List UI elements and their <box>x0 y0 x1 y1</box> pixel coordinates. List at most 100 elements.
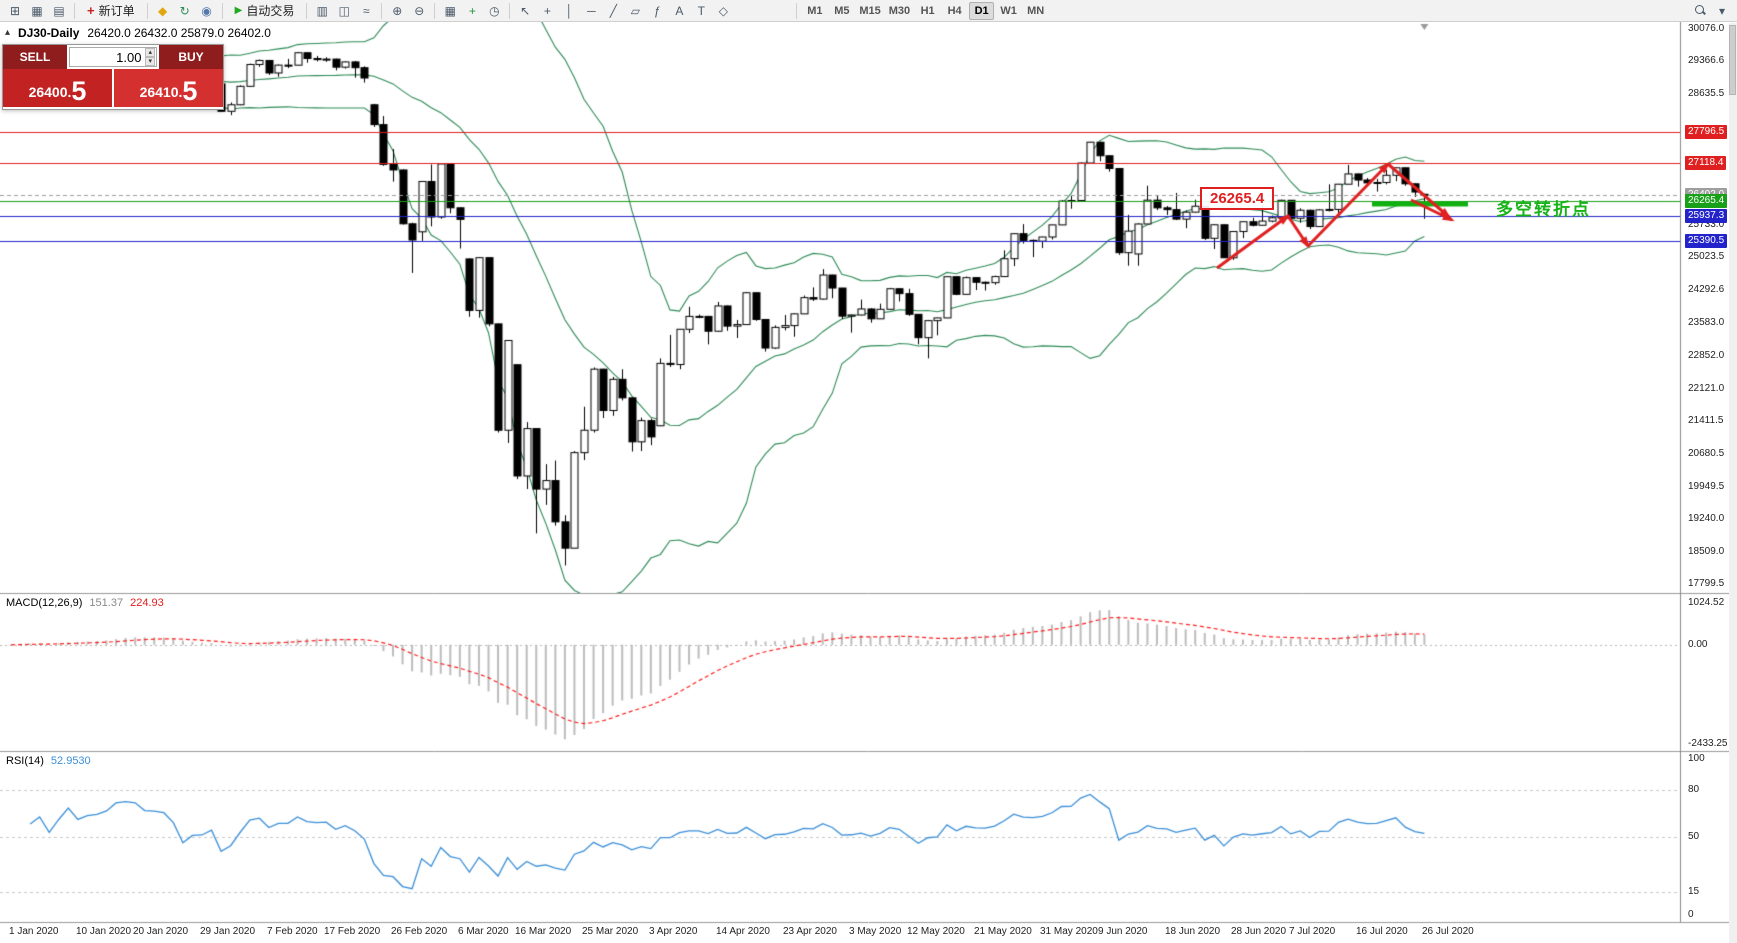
price-axis-label: 28635.5 <box>1688 88 1725 99</box>
timeframe-m5[interactable]: M5 <box>834 4 850 17</box>
pivot-line-tag[interactable]: 26265.4 <box>1685 194 1728 208</box>
indicators-icon[interactable]: + <box>468 3 476 18</box>
fibonacci-icon[interactable]: ƒ <box>653 3 661 18</box>
support-line-tag[interactable]: 25390.5 <box>1685 234 1728 248</box>
ohlc-values: 26420.0 26432.0 25879.0 26402.0 <box>87 26 271 40</box>
new-order-label: 新订单 <box>98 4 135 18</box>
price-axis-label: 24292.6 <box>1688 284 1725 295</box>
rsi-name: RSI(14) <box>6 755 44 767</box>
auto-trading-button[interactable]: ▶ 自动交易 <box>228 2 302 20</box>
toolbar-separator <box>434 2 436 19</box>
volume-value: 1.00 <box>116 49 142 65</box>
sell-price[interactable]: 26400. 5 <box>3 69 112 107</box>
date-label: 16 Jul 2020 <box>1356 926 1408 937</box>
timeframe-m15[interactable]: M15 <box>859 4 881 17</box>
macd-axis-label: 1024.52 <box>1688 597 1725 608</box>
macd-signal-value: 224.93 <box>130 597 164 609</box>
scrollbar-thumb[interactable] <box>1729 25 1736 95</box>
volume-up-icon[interactable]: ▴ <box>145 48 155 57</box>
trendline-icon[interactable]: ╱ <box>609 3 617 18</box>
toolbar-separator <box>221 2 223 19</box>
horizontal-line-icon[interactable]: ─ <box>587 3 596 18</box>
new-chart-icon[interactable]: ⊞ <box>9 3 21 18</box>
symbol-title: DJ30-Daily <box>18 26 80 40</box>
toolbar-separator <box>509 2 511 19</box>
date-label: 18 Jun 2020 <box>1165 926 1221 937</box>
resistance-line-tag[interactable]: 27118.4 <box>1685 156 1727 170</box>
support-line-tag[interactable]: 25937.3 <box>1685 209 1728 223</box>
crosshair-icon[interactable]: + <box>543 3 551 18</box>
play-icon: ▶ <box>234 5 243 16</box>
refresh-icon[interactable]: ↻ <box>179 3 190 18</box>
date-label: 7 Feb 2020 <box>267 926 318 937</box>
time-axis: 1 Jan 2020 10 Jan 2020 20 Jan 2020 29 Jan 2… <box>0 926 1684 942</box>
sell-button[interactable]: SELL <box>3 45 67 69</box>
volume-stepper[interactable]: ▴ ▾ <box>145 48 155 66</box>
mql5-community-icon[interactable]: ◆ <box>157 3 168 18</box>
alerts-icon[interactable]: ◉ <box>201 3 212 18</box>
timeframe-d1[interactable]: D1 <box>969 1 995 20</box>
cursor-icon[interactable]: ↖ <box>520 3 531 18</box>
date-label: 9 Jun 2020 <box>1098 926 1148 937</box>
timeframe-h1[interactable]: H1 <box>920 4 935 17</box>
tile-windows-icon[interactable]: ▦ <box>444 3 456 18</box>
search-icon[interactable] <box>1690 2 1710 20</box>
toolbox-icon[interactable]: ▾ <box>1718 3 1726 18</box>
buy-price[interactable]: 26410. 5 <box>114 69 223 107</box>
timeframe-h4[interactable]: H4 <box>947 4 962 17</box>
one-click-collapse-icon[interactable]: ▴ <box>5 27 11 38</box>
date-label: 31 May 2020 <box>1040 926 1098 937</box>
price-axis-label: 22121.0 <box>1688 383 1725 394</box>
toolbar-separator <box>381 2 383 19</box>
timeframe-mn[interactable]: MN <box>1027 4 1045 17</box>
market-watch-icon[interactable]: ▤ <box>53 3 65 18</box>
timeframe-m30[interactable]: M30 <box>888 4 911 17</box>
price-axis-label: 25733.0 <box>1688 219 1725 230</box>
macd-axis-label: -2433.25 <box>1688 738 1728 749</box>
price-axis-label: 30076.0 <box>1688 23 1725 34</box>
text-icon[interactable]: A <box>675 3 684 18</box>
rsi-axis-label: 80 <box>1688 784 1700 795</box>
price-axis-label: 29366.6 <box>1688 55 1725 66</box>
zoom-in-icon[interactable]: ⊕ <box>392 3 403 18</box>
macd-main-value: 151.37 <box>89 597 124 609</box>
price-axis: 30076.0 29366.6 28635.5 25733.0 25023.5 24292… <box>1684 0 1737 943</box>
shapes-icon[interactable]: ◇ <box>718 3 728 18</box>
volume-down-icon[interactable]: ▾ <box>145 57 155 66</box>
resistance-line-tag[interactable]: 27796.5 <box>1685 125 1728 139</box>
macd-indicator-label: MACD(12,26,9) 151.37 224.93 <box>6 597 164 609</box>
new-order-icon: + <box>87 3 95 18</box>
price-axis-label: 25023.5 <box>1688 251 1725 262</box>
bar-chart-icon[interactable]: ▥ <box>316 3 328 18</box>
buy-price-main: 26410. <box>139 84 183 100</box>
sell-price-big-digit: 5 <box>71 76 87 106</box>
one-click-trading-panel: SELL 1.00 ▴ ▾ BUY 26400. 5 26410. 5 <box>2 44 224 110</box>
date-label: 28 Jun 2020 <box>1231 926 1287 937</box>
zoom-out-icon[interactable]: ⊖ <box>414 3 425 18</box>
date-label: 21 May 2020 <box>974 926 1032 937</box>
pivot-note-text[interactable]: 多空转折点 <box>1496 200 1591 219</box>
candlestick-chart-icon[interactable]: ◫ <box>338 3 350 18</box>
new-order-button[interactable]: + 新订单 <box>80 2 142 20</box>
date-label: 17 Feb 2020 <box>324 926 381 937</box>
date-label: 6 Mar 2020 <box>458 926 509 937</box>
scrollbar[interactable] <box>1729 23 1737 943</box>
line-chart-icon[interactable]: ≈ <box>363 3 370 18</box>
vertical-line-icon[interactable]: │ <box>565 3 574 18</box>
timeframe-m1[interactable]: M1 <box>807 4 823 17</box>
timeframe-w1[interactable]: W1 <box>1000 4 1017 17</box>
price-axis-label: 17799.5 <box>1688 578 1725 589</box>
price-axis-label: 19949.5 <box>1688 481 1725 492</box>
search-icon <box>1694 5 1706 16</box>
toolbar-separator <box>796 2 798 19</box>
buy-button[interactable]: BUY <box>159 45 223 69</box>
profiles-icon[interactable]: ▦ <box>31 3 43 18</box>
date-label: 20 Jan 2020 <box>133 926 189 937</box>
label-icon[interactable]: T <box>697 3 705 18</box>
volume-input[interactable]: 1.00 ▴ ▾ <box>69 47 157 67</box>
periods-icon[interactable]: ◷ <box>489 3 500 18</box>
channel-icon[interactable]: ▱ <box>630 3 640 18</box>
price-axis-label: 18509.0 <box>1688 546 1725 557</box>
price-callout[interactable]: 26265.4 <box>1200 187 1275 210</box>
